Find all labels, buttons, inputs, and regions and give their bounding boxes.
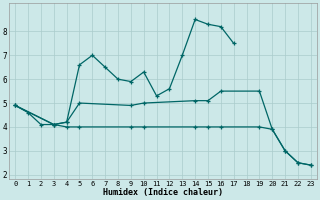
X-axis label: Humidex (Indice chaleur): Humidex (Indice chaleur) xyxy=(103,188,223,197)
